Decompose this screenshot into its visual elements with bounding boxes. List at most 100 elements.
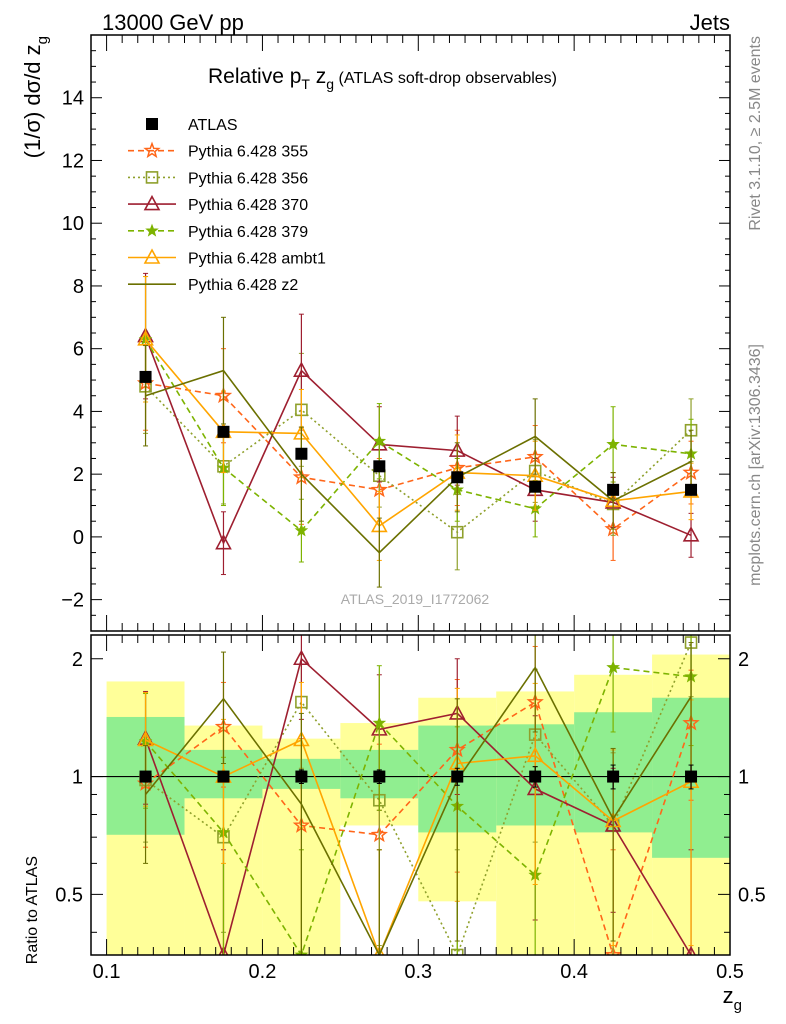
side-text-top: Rivet 3.1.10, ≥ 2.5M events <box>747 36 764 231</box>
legend-marker <box>146 118 158 130</box>
ratio-data-point <box>374 945 385 955</box>
main-series-pythia-6-428-z2 <box>143 316 694 588</box>
x-tick-label: 0.4 <box>560 961 588 983</box>
ratio-series-line <box>145 738 692 955</box>
main-y-tick-label: −2 <box>61 590 84 612</box>
main-data-point <box>295 447 308 460</box>
x-tick-label: 0.3 <box>404 961 432 983</box>
ratio-series-line <box>144 665 692 955</box>
main-y-tick-label: 0 <box>73 527 84 549</box>
ratio-data-point <box>606 660 620 674</box>
ratio-data-point <box>526 746 544 763</box>
ratio-panel: 0.5 0.5 1 1 2 2 Ratio to ATLAS <box>24 634 766 964</box>
main-data-point <box>215 533 232 550</box>
legend-marker <box>143 248 161 264</box>
legend-label: Pythia 6.428 ambt1 <box>188 251 326 268</box>
legend-label: Pythia 6.428 z2 <box>188 277 298 294</box>
main-data-point <box>294 523 309 537</box>
legend-entry: Pythia 6.428 356 <box>128 170 308 187</box>
legend-label: Pythia 6.428 370 <box>188 197 308 214</box>
main-data-point <box>373 460 386 473</box>
x-axis-ticks: 0.1 0.2 0.3 0.4 0.5 <box>90 35 744 983</box>
ratio-series-line <box>144 657 692 955</box>
y-axis-label-main: (1/σ) dσ/d zg <box>20 36 51 158</box>
legend-marker <box>145 223 159 237</box>
x-axis-label: zg <box>723 983 742 1014</box>
legend-label: Pythia 6.428 379 <box>188 224 308 241</box>
main-y-tick-label: 14 <box>62 88 84 110</box>
ratio-frame <box>90 634 731 956</box>
ratio-data-point <box>217 770 230 783</box>
legend-entry: Pythia 6.428 379 <box>128 223 308 241</box>
main-series-line <box>145 382 692 531</box>
legend-entry: Pythia 6.428 z2 <box>128 277 298 294</box>
x-tick-label: 0.2 <box>249 961 277 983</box>
side-text-bottom: mcplots.cern.ch [arXiv:1306.3436] <box>747 344 764 586</box>
main-data-point <box>372 434 387 448</box>
ratio-series-line <box>144 666 692 955</box>
main-y-tick-label: 2 <box>73 464 84 486</box>
y-axis-label-ratio: Ratio to ATLAS <box>24 856 41 964</box>
watermark: ATLAS_2019_I1772062 <box>341 591 490 607</box>
ratio-data-point <box>139 770 152 783</box>
ratio-ticks: 0.5 0.5 1 1 2 2 <box>55 649 766 933</box>
x-tick-label: 0.1 <box>93 961 121 983</box>
main-series-line <box>144 338 692 532</box>
ratio-data-point <box>529 770 542 783</box>
ratio-data-point <box>685 770 698 783</box>
x-tick-label: 0.5 <box>716 961 744 983</box>
legend: ATLAS Pythia 6.428 355 Pythia 6.428 356 Pyt… <box>128 117 326 294</box>
main-title: Relative pT zg (ATLAS soft-drop observab… <box>208 65 557 92</box>
legend-entry: ATLAS <box>146 117 238 134</box>
ratio-y-tick-label-right: 1 <box>738 767 749 789</box>
main-y-tick-label: 12 <box>62 150 84 172</box>
main-data <box>136 272 700 588</box>
ratio-data <box>136 635 700 955</box>
ratio-data-point <box>293 649 310 666</box>
main-series-line <box>144 338 692 527</box>
legend-label: Pythia 6.428 356 <box>188 170 308 187</box>
ratio-y-tick-label-right: 2 <box>738 649 749 671</box>
main-data-point <box>607 483 620 496</box>
ratio-data-point <box>218 945 229 955</box>
main-data-point <box>293 361 310 377</box>
ratio-data-point <box>373 770 386 783</box>
main-data-point <box>529 480 542 493</box>
main-data-point <box>137 330 154 346</box>
main-series-line <box>144 385 692 534</box>
ratio-y-tick-label: 2 <box>72 649 83 671</box>
legend-label: ATLAS <box>188 117 238 134</box>
main-y-tick-label: 8 <box>73 276 84 298</box>
main-data-point <box>606 437 620 451</box>
ratio-data-point <box>686 945 696 955</box>
main-data-point <box>682 526 700 542</box>
main-data-point <box>451 471 464 484</box>
legend-marker <box>143 194 161 211</box>
ratio-data-point <box>604 945 622 955</box>
header-left: 13000 GeV pp <box>102 10 244 35</box>
ratio-y-tick-label: 1 <box>72 767 83 789</box>
main-y-tick-label: 6 <box>73 339 84 361</box>
main-data-point <box>217 425 230 438</box>
main-ticks: −2 0 2 4 6 8 10 12 14 <box>61 34 730 632</box>
main-data-point <box>450 525 464 539</box>
main-y-tick-label: 10 <box>62 213 84 235</box>
ratio-data-point <box>451 770 464 783</box>
legend-label: Pythia 6.428 355 <box>188 144 308 161</box>
legend-entry: Pythia 6.428 355 <box>128 141 308 161</box>
main-data-point <box>685 483 698 496</box>
ratio-y-tick-label-right: 0.5 <box>738 884 766 906</box>
legend-marker <box>145 171 159 184</box>
ratio-data-point <box>372 715 387 729</box>
ratio-data-point <box>607 770 620 783</box>
main-series-pythia-6-428-ambt1 <box>137 276 700 561</box>
legend-entry: Pythia 6.428 ambt1 <box>128 248 326 268</box>
legend-marker <box>143 141 161 159</box>
main-data-point <box>139 370 152 383</box>
ratio-data-point <box>295 770 308 783</box>
ratio-y-tick-label: 0.5 <box>55 884 83 906</box>
legend-entry: Pythia 6.428 370 <box>128 194 308 214</box>
main-frame <box>90 34 731 632</box>
ratio-series-atlas <box>139 764 698 790</box>
